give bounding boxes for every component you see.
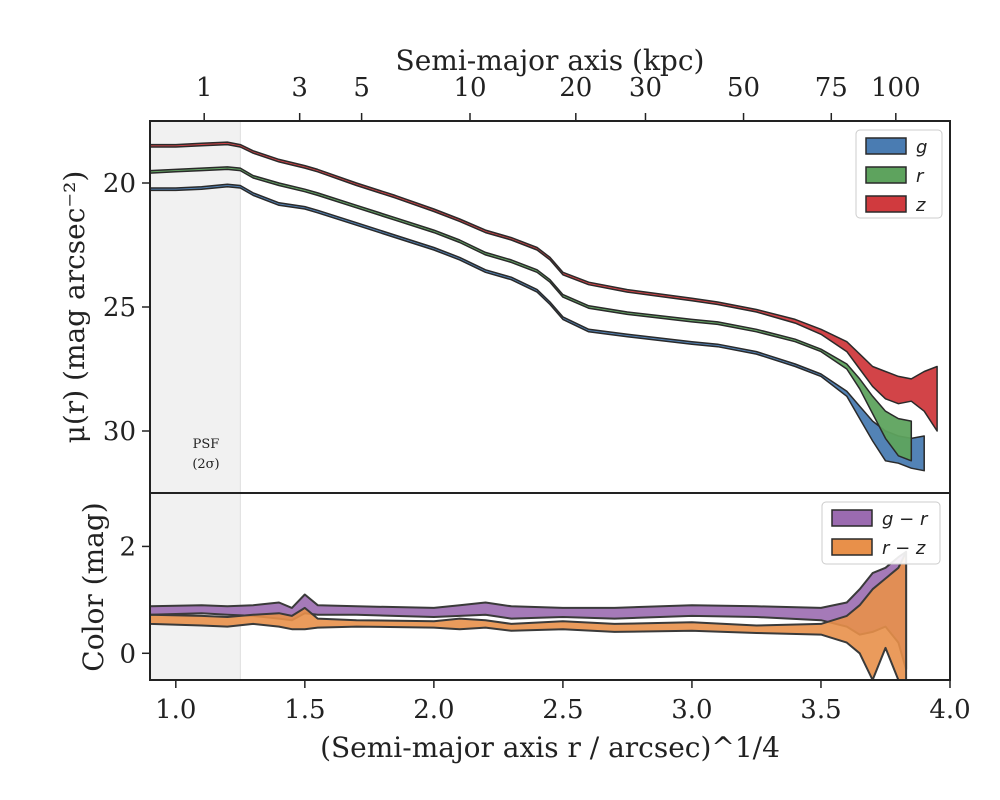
x-tick-label: 3.5 — [800, 695, 841, 725]
surface-brightness-series — [149, 141, 938, 472]
series-band-z — [149, 141, 938, 432]
top-tick-label: 3 — [291, 73, 308, 103]
legend-bands: grz — [855, 129, 943, 219]
color-series — [149, 550, 908, 681]
x-tick-label: 1.0 — [155, 695, 196, 725]
lower-y-axis-title: Color (mag) — [77, 502, 110, 671]
top-axis-ticks: 1 3 5 10 20 30 50 75 100 — [196, 73, 921, 121]
y-axis-ticks-upper: 20 25 30 — [103, 169, 150, 447]
x-tick-label: 2.0 — [413, 695, 454, 725]
legend-swatch — [831, 509, 873, 527]
upper-y-axis-title: μ(r) (mag arcsec⁻²) — [58, 171, 91, 444]
x-tick-label: 1.5 — [284, 695, 325, 725]
top-tick-label: 5 — [353, 73, 370, 103]
psf-shade — [149, 492, 241, 681]
y-tick-label: 25 — [103, 293, 136, 323]
lower-panel-frame — [149, 492, 951, 681]
top-tick-label: 30 — [629, 73, 662, 103]
top-tick-label: 20 — [559, 73, 592, 103]
series-band-g−r — [149, 550, 908, 671]
legend-label: g − r — [882, 509, 929, 530]
legend-swatch — [831, 538, 873, 556]
psf-band-upper — [149, 120, 241, 494]
series-band-g — [149, 183, 925, 472]
top-tick-label: 50 — [727, 73, 760, 103]
x-axis-ticks: 1.0 1.5 2.0 2.5 3.0 3.5 4.0 — [155, 680, 971, 725]
top-tick-label: 100 — [871, 73, 921, 103]
legend-label: r − z — [882, 538, 926, 559]
y-axis-ticks-lower: 02 — [119, 532, 150, 669]
psf-label-line-2: (2σ) — [192, 457, 219, 472]
bottom-axis-title: (Semi-major axis r / arcsec)^1/4 — [320, 731, 780, 764]
y-tick-label: 2 — [119, 532, 136, 562]
top-axis-title: Semi-major axis (kpc) — [396, 44, 705, 77]
y-tick-label: 30 — [103, 417, 136, 447]
x-tick-label: 2.5 — [542, 695, 583, 725]
legend-label: g — [916, 137, 927, 158]
top-tick-label: 75 — [815, 73, 848, 103]
color-panel: 02 1.0 1.5 2.0 2.5 3.0 3.5 4.0 g − rr − z — [119, 492, 971, 725]
x-tick-label: 3.0 — [671, 695, 712, 725]
top-tick-label: 1 — [196, 73, 213, 103]
y-tick-label: 0 — [119, 639, 136, 669]
legend-colors: g − r r − z — [821, 501, 941, 565]
legend-swatch — [865, 137, 907, 155]
x-tick-label: 4.0 — [929, 695, 970, 725]
legend-label: z — [915, 195, 926, 216]
series-band-r — [149, 166, 913, 462]
surface-brightness-panel: 20 25 30 PSF (2σ) grz — [103, 120, 951, 494]
psf-band-lower — [149, 492, 241, 681]
legend-swatch — [865, 166, 907, 184]
legend-swatch — [865, 195, 907, 213]
psf-label-line-1: PSF — [193, 437, 220, 452]
top-tick-label: 10 — [453, 73, 486, 103]
legend-label: r — [916, 166, 925, 187]
psf-shade — [149, 120, 241, 494]
y-tick-label: 20 — [103, 169, 136, 199]
